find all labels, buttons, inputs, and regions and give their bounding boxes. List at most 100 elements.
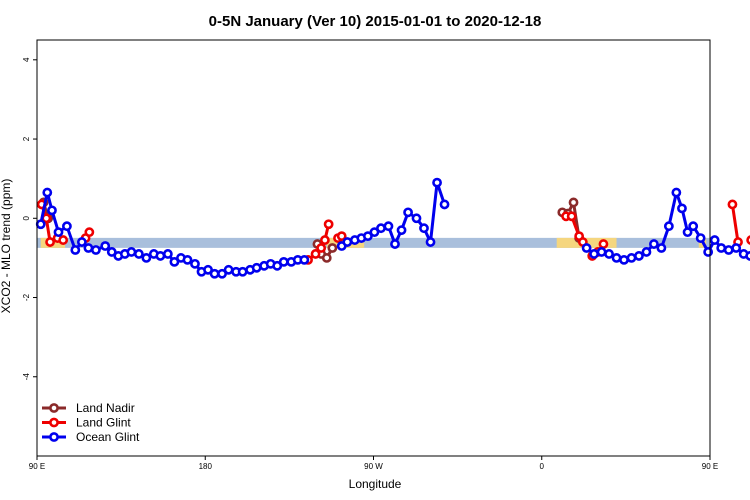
data-point (169, 256, 180, 267)
data-point (589, 249, 599, 259)
y-tick-label: -2 (22, 293, 31, 301)
y-tick-label: 2 (22, 136, 31, 141)
data-point (419, 223, 429, 234)
chart-title: 0-5N January (Ver 10) 2015-01-01 to 2020… (209, 13, 542, 30)
data-point (182, 254, 193, 265)
data-point (716, 243, 727, 253)
data-point (162, 249, 173, 259)
data-point (411, 213, 422, 224)
data-point (383, 221, 394, 232)
data-point (190, 258, 200, 269)
data-point (396, 225, 407, 236)
data-point (390, 239, 400, 249)
y-axis-label: XCO2 - MLO trend (ppm) (0, 179, 13, 314)
data-point (671, 187, 682, 198)
data-point (42, 187, 53, 198)
axes: 90 E 180 90 W 0 90 E -4 -2 0 2 4 (22, 57, 718, 471)
data-point (155, 251, 166, 261)
data-point (641, 247, 652, 257)
data-point (581, 243, 592, 253)
data-point (223, 264, 234, 275)
data-point (745, 251, 750, 261)
data-point (76, 237, 87, 247)
data-point (237, 266, 248, 277)
plot-frame (36, 39, 711, 457)
data-point (362, 231, 373, 242)
data-point (62, 221, 72, 232)
data-point (731, 243, 742, 253)
data-point (53, 227, 64, 238)
data-point (611, 253, 622, 263)
data-point (695, 233, 706, 243)
data-point (425, 237, 436, 247)
legend-item: Ocean Glint (42, 430, 140, 444)
data-point (663, 221, 674, 232)
data-point (727, 199, 738, 210)
data-point (299, 254, 310, 265)
x-tick-label: 90 E (702, 462, 718, 471)
data-point (677, 203, 687, 214)
data-point (90, 245, 101, 255)
data-point (619, 254, 629, 265)
x-tick-label: 180 (199, 462, 213, 471)
data-point (203, 264, 213, 275)
data-point (83, 243, 94, 253)
legend-label: Ocean Glint (76, 430, 140, 444)
data-point (688, 221, 699, 232)
data-point (323, 219, 334, 230)
data-point (319, 235, 330, 245)
data-point (70, 245, 81, 255)
legend-swatch-marker (49, 417, 59, 428)
series-ocean-glint (35, 177, 750, 279)
data-point (45, 237, 55, 247)
legend-label: Land Glint (76, 416, 131, 430)
data-point (604, 249, 614, 259)
data-point (709, 235, 720, 245)
x-axis-label: Longitude (349, 477, 402, 491)
data-point (278, 256, 289, 267)
data-point (217, 268, 227, 279)
data-point (209, 268, 220, 279)
data-point (626, 253, 637, 263)
legend-item: Land Glint (42, 416, 131, 430)
data-point (310, 249, 321, 259)
data-point (634, 251, 644, 261)
data-point (369, 227, 380, 238)
data-point (35, 219, 46, 230)
legend-label: Land Nadir (76, 401, 135, 415)
data-point (133, 249, 144, 259)
data-point (336, 231, 347, 242)
data-point (682, 227, 693, 238)
series-layer (35, 177, 750, 279)
data-point (403, 207, 413, 218)
data-point (47, 205, 57, 216)
data-point (272, 260, 283, 271)
data-point (321, 253, 332, 263)
data-point (251, 262, 262, 273)
data-point (376, 223, 386, 234)
data-point (316, 243, 327, 253)
data-point (649, 239, 659, 249)
legend-swatch-marker (49, 432, 59, 442)
data-point (84, 227, 95, 238)
data-point (568, 197, 579, 208)
legend-item: Land Nadir (42, 401, 135, 415)
data-point (566, 211, 577, 222)
data-point (126, 247, 137, 257)
y-tick-label: -4 (22, 373, 31, 381)
x-tick-label: 90 W (364, 462, 383, 471)
data-point (100, 241, 111, 251)
data-point (58, 235, 69, 245)
data-point (723, 245, 734, 255)
data-point (656, 243, 667, 253)
data-point (342, 237, 353, 247)
data-point (596, 247, 607, 257)
x-tick-label: 0 (540, 462, 545, 471)
y-tick-label: 0 (22, 216, 31, 221)
data-point (432, 177, 442, 188)
y-tick-label: 4 (22, 57, 31, 62)
data-point (327, 243, 338, 253)
data-point (746, 235, 750, 245)
